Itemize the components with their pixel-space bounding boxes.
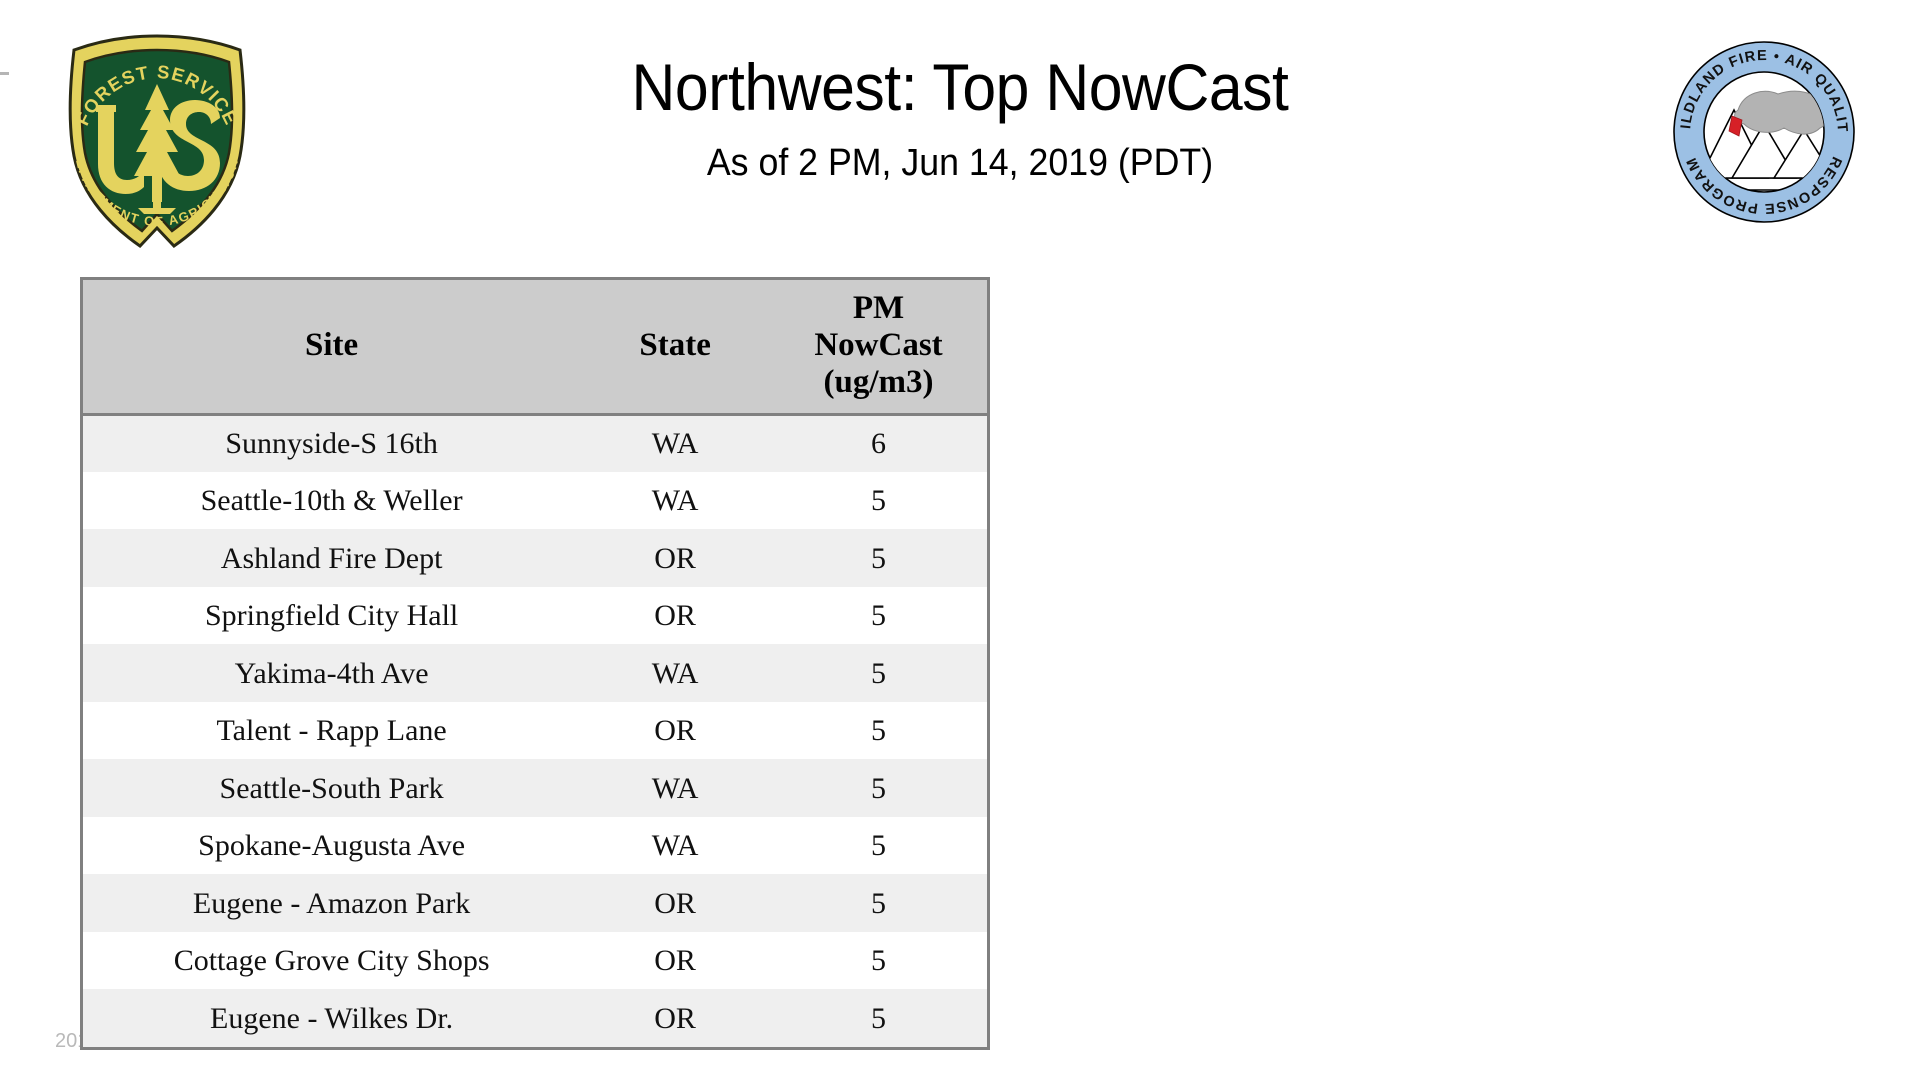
usfs-shield-logo: FOREST SERVICE DEPARTMENT OF AGRICULTURE — [52, 32, 262, 260]
table-header-row: Site State PM NowCast (ug/m3) — [83, 280, 987, 416]
table-body: Sunnyside-S 16th WA 6 Seattle-10th & Weller… — [83, 414, 987, 1047]
cell-site: Seattle-South Park — [83, 759, 581, 817]
column-header-pm-nowcast-line2: NowCast — [814, 326, 943, 363]
cell-pm-nowcast: 5 — [770, 471, 987, 530]
cell-site: Talent - Rapp Lane — [83, 701, 581, 760]
cell-pm-nowcast: 6 — [770, 414, 987, 472]
table-row[interactable]: Seattle-10th & Weller WA 5 — [83, 471, 987, 530]
column-header-state[interactable]: State — [580, 280, 771, 416]
table-row[interactable]: Seattle-South Park WA 5 — [83, 759, 987, 817]
top-nowcast-table-container: Site State PM NowCast (ug/m3) Sunnyside-… — [80, 277, 990, 1050]
cell-pm-nowcast: 5 — [770, 816, 987, 875]
cell-pm-nowcast: 5 — [770, 874, 987, 932]
cell-state: OR — [580, 874, 771, 932]
cell-state: OR — [580, 529, 771, 587]
cell-pm-nowcast: 5 — [770, 644, 987, 702]
cell-pm-nowcast: 5 — [770, 586, 987, 645]
cell-state: OR — [580, 989, 771, 1047]
column-header-pm-nowcast[interactable]: PM NowCast (ug/m3) — [770, 280, 987, 416]
page-subtitle: As of 2 PM, Jun 14, 2019 (PDT) — [706, 142, 1214, 185]
table-row[interactable]: Spokane-Augusta Ave WA 5 — [83, 816, 987, 875]
cell-site: Spokane-Augusta Ave — [83, 816, 581, 875]
cell-pm-nowcast: 5 — [770, 931, 987, 990]
column-header-site[interactable]: Site — [83, 280, 581, 416]
cell-site: Yakima-4th Ave — [83, 644, 581, 702]
cell-site: Springfield City Hall — [83, 586, 581, 645]
table-header: Site State PM NowCast (ug/m3) — [83, 280, 987, 416]
title-block: Northwest: Top NowCast As of 2 PM, Jun 1… — [300, 50, 1620, 185]
table-row[interactable]: Talent - Rapp Lane OR 5 — [83, 701, 987, 760]
cell-pm-nowcast: 5 — [770, 759, 987, 817]
cell-state: OR — [580, 931, 771, 990]
cell-pm-nowcast: 5 — [770, 529, 987, 587]
table-row[interactable]: Sunnyside-S 16th WA 6 — [83, 414, 987, 472]
cell-state: OR — [580, 586, 771, 645]
table-row[interactable]: Springfield City Hall OR 5 — [83, 586, 987, 645]
cell-state: OR — [580, 701, 771, 760]
cell-state: WA — [580, 414, 771, 472]
cell-state: WA — [580, 644, 771, 702]
table-row[interactable]: Eugene - Wilkes Dr. OR 5 — [83, 989, 987, 1047]
table-row[interactable]: Eugene - Amazon Park OR 5 — [83, 874, 987, 932]
top-nowcast-table: Site State PM NowCast (ug/m3) Sunnyside-… — [83, 280, 987, 1047]
cell-site: Eugene - Amazon Park — [83, 874, 581, 932]
cell-pm-nowcast: 5 — [770, 989, 987, 1047]
left-edge-rule — [0, 72, 9, 75]
cell-pm-nowcast: 5 — [770, 701, 987, 760]
cell-site: Seattle-10th & Weller — [83, 471, 581, 530]
cell-site: Eugene - Wilkes Dr. — [83, 989, 581, 1047]
table-row[interactable]: Cottage Grove City Shops OR 5 — [83, 931, 987, 990]
cell-state: WA — [580, 471, 771, 530]
cell-site: Sunnyside-S 16th — [83, 414, 581, 472]
page-title: Northwest: Top NowCast — [631, 50, 1289, 124]
cell-site: Ashland Fire Dept — [83, 529, 581, 587]
cell-state: WA — [580, 759, 771, 817]
table-row[interactable]: Ashland Fire Dept OR 5 — [83, 529, 987, 587]
column-header-pm-nowcast-line1: PM — [852, 290, 905, 326]
cell-site: Cottage Grove City Shops — [83, 931, 581, 990]
table-row[interactable]: Yakima-4th Ave WA 5 — [83, 644, 987, 702]
column-header-pm-nowcast-line3: (ug/m3) — [823, 363, 934, 400]
wildland-fire-air-quality-response-program-logo: WILDLAND FIRE • AIR QUALITY RESPONSE PRO… — [1670, 38, 1858, 226]
cell-state: WA — [580, 816, 771, 875]
